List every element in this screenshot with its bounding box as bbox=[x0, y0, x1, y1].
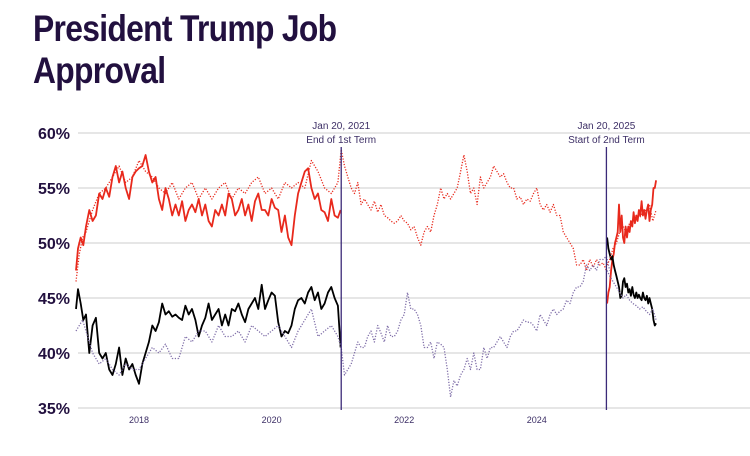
annotation-label: Start of 2nd Term bbox=[568, 135, 645, 146]
annotation-date: Jan 20, 2021 bbox=[312, 121, 370, 132]
x-tick-label: 2022 bbox=[394, 415, 414, 425]
x-tick-label: 2020 bbox=[262, 415, 282, 425]
x-tick-label: 2018 bbox=[129, 415, 149, 425]
y-axis-ticks: 60% 55% 50% 45% 40% 35% bbox=[38, 126, 70, 418]
y-tick-label: 50% bbox=[38, 236, 70, 253]
term-annotations: Jan 20, 2021 End of 1st Term Jan 20, 2025 S… bbox=[306, 121, 645, 410]
gridlines bbox=[78, 132, 750, 409]
y-tick-label: 55% bbox=[38, 181, 70, 198]
y-tick-label: 40% bbox=[38, 346, 70, 363]
series-line-disapprove-other-pollster bbox=[75, 148, 607, 282]
series-line-approve bbox=[75, 283, 342, 385]
x-axis-ticks: 2018 2020 2022 2024 bbox=[129, 415, 547, 425]
series-line-disapprove-2nd-term bbox=[606, 180, 657, 304]
y-tick-label: 60% bbox=[38, 126, 70, 143]
annotation-date: Jan 20, 2025 bbox=[578, 121, 636, 132]
annotation-label: End of 1st Term bbox=[306, 135, 376, 146]
series-line-approve-other-pollster-2nd-term bbox=[606, 270, 657, 321]
series-line-disapprove-other-pollster-2nd-term bbox=[606, 203, 657, 266]
y-tick-label: 45% bbox=[38, 291, 70, 308]
y-tick-label: 35% bbox=[38, 401, 70, 418]
chart-title: President Trump Job Approval bbox=[33, 8, 337, 91]
series-line-approve-other-pollster bbox=[75, 255, 611, 398]
series-line-disapprove bbox=[75, 154, 342, 271]
x-tick-label: 2024 bbox=[527, 415, 547, 425]
series-lines bbox=[75, 148, 657, 398]
series-line-approve-2nd-term bbox=[606, 237, 657, 327]
